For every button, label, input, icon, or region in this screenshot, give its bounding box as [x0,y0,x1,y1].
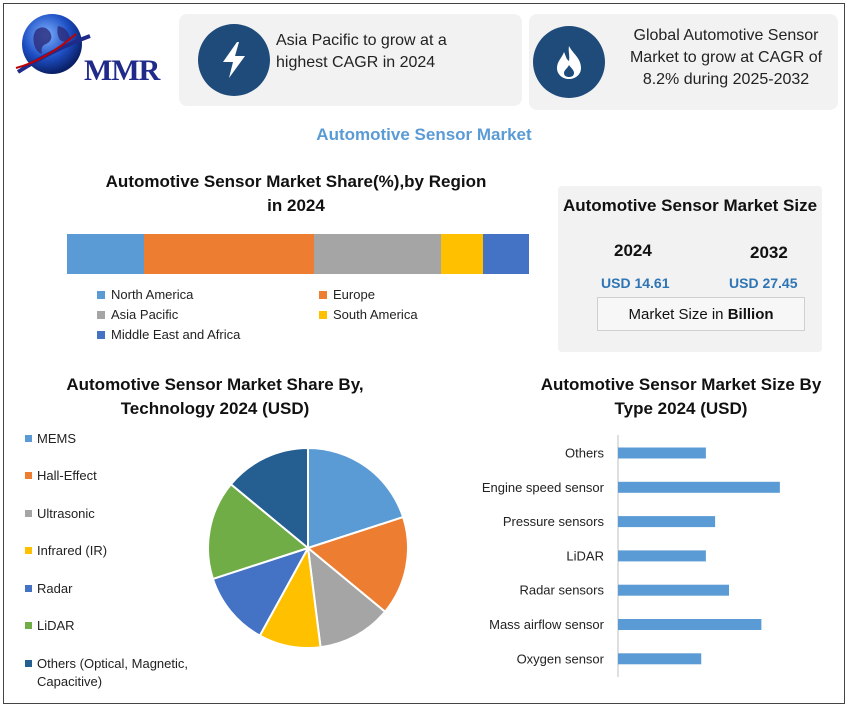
card-text: Global Automotive Sensor Market to grow … [615,25,837,91]
legend-label: Infrared (IR) [37,543,108,558]
type-chart-category-label: Radar sensors [519,583,604,598]
legend-label: South America [333,307,418,322]
logo-text: MMR [84,54,160,87]
technology-chart-title: Automotive Sensor Market Share By, Techn… [30,373,400,421]
region-chart-title-line: Automotive Sensor Market Share(%),by Reg… [105,172,487,191]
size-year-2032: 2032 [750,243,788,262]
legend-label: Hall-Effect [37,468,97,483]
unit-note-prefix: Market Size in [628,305,728,323]
pie-slice-lidar [207,482,311,581]
legend-swatch [25,435,32,442]
type-chart-category-label: LiDAR [566,548,604,563]
legend-label: Radar [37,581,73,596]
type-bar-oxygen-sensor [618,653,702,665]
legend-item-radar: Radar [25,580,227,598]
technology-chart-title-line: Automotive Sensor Market Share By, [66,375,364,394]
legend-label: Europe [333,287,375,302]
card-text-line: Asia Pacific to grow at a [276,32,447,49]
pie-slice-ultrasonic [306,545,387,649]
region-segment-asia-pacific [313,234,441,274]
legend-label: Asia Pacific [111,307,179,322]
type-chart-title-line: Type 2024 (USD) [614,399,748,418]
pie-slice-others [229,446,309,551]
pie-slice-mems [307,446,405,550]
legend-swatch [25,622,32,629]
info-card-asia-pacific: Asia Pacific to grow at a highest CAGR i… [179,14,522,106]
info-card-global-cagr: Global Automotive Sensor Market to grow … [529,14,838,110]
globe-icon [15,14,91,74]
region-segment-north-america [67,234,145,274]
card-text-line: Market to grow at CAGR of [629,49,823,66]
type-bar-radar-sensors [618,584,729,596]
type-bar-engine-speed-sensor [618,481,780,493]
type-bar-others [618,447,706,459]
region-chart-title-line: in 2024 [267,196,325,215]
type-chart-title-line: Automotive Sensor Market Size By [540,375,822,394]
region-stacked-bar [67,234,529,274]
flame-icon [557,46,581,79]
legend-label: North America [111,287,194,302]
infographic-frame [3,3,845,704]
legend-swatch [25,472,32,479]
legend-item-infrared: Infrared (IR) [25,542,227,560]
legend-item-south-america: South America [319,307,418,322]
lightning-icon [223,42,245,78]
size-value-2032: USD 27.45 [729,275,798,291]
legend-label: Ultrasonic [37,506,95,521]
market-size-title: Automotive Sensor Market Size [562,196,818,215]
legend-label: Middle East and Africa [111,327,241,342]
legend-swatch [25,547,32,554]
mmr-logo: MMR [14,10,160,90]
type-chart-category-label: Others [565,446,605,461]
legend-swatch [97,330,105,339]
size-year-2024: 2024 [614,241,652,260]
legend-swatch [319,290,327,299]
pie-slice-hall-effect [305,515,409,614]
region-segment-south-america [440,234,483,274]
legend-item-ultrasonic: Ultrasonic [25,505,227,523]
legend-item-north-america: North America [97,287,193,302]
main-title: Automotive Sensor Market [316,125,532,144]
card-text: Asia Pacific to grow at a highest CAGR i… [276,30,447,74]
legend-item-lidar: LiDAR [25,617,227,635]
region-segment-europe [144,234,314,274]
legend-swatch [25,585,32,592]
flame-icon-circle [533,26,605,98]
technology-pie-chart [207,446,409,649]
legend-swatch [97,310,105,319]
type-bar-lidar [618,550,706,562]
legend-swatch [319,310,327,319]
pie-slice-radar [211,546,311,637]
technology-chart-title-line: Technology 2024 (USD) [120,399,310,418]
region-chart-title: Automotive Sensor Market Share(%),by Reg… [60,170,532,218]
card-text-line: highest CAGR in 2024 [276,54,436,71]
type-chart-category-label: Engine speed sensor [482,480,605,495]
market-size-unit-note: Market Size in Billion [597,297,805,331]
legend-swatch [25,510,32,517]
legend-item-hall-effect: Hall-Effect [25,467,227,485]
card-text-line: Global Automotive Sensor [633,27,819,44]
unit-note-bold: Billion [727,305,774,323]
legend-label: Others (Optical, Magnetic, Capacitive) [37,656,188,689]
legend-item-europe: Europe [319,287,375,302]
type-bar-chart: Others Engine speed sensor Pressure sensor… [482,435,780,677]
legend-item-mea: Middle East and Africa [97,327,240,342]
size-value-2024: USD 14.61 [601,275,670,291]
card-text-line: 8.2% during 2025-2032 [642,71,810,88]
legend-label: MEMS [37,431,76,446]
lightning-icon-circle [198,24,270,96]
type-chart-category-label: Mass airflow sensor [489,617,605,632]
legend-label: LiDAR [37,618,75,633]
legend-item-mems: MEMS [25,430,227,448]
legend-item-asia-pacific: Asia Pacific [97,307,178,322]
region-segment-middle-east-and-africa [482,234,529,274]
type-bar-mass-airflow-sensor [618,619,762,630]
legend-item-others: Others (Optical, Magnetic, Capacitive) [25,655,227,691]
legend-swatch [25,660,32,667]
legend-swatch [97,290,105,299]
type-chart-category-label: Oxygen sensor [517,651,605,666]
type-bar-pressure-sensors [618,516,716,528]
type-chart-category-label: Pressure sensors [503,514,605,529]
type-chart-title: Automotive Sensor Market Size By Type 20… [520,373,842,421]
